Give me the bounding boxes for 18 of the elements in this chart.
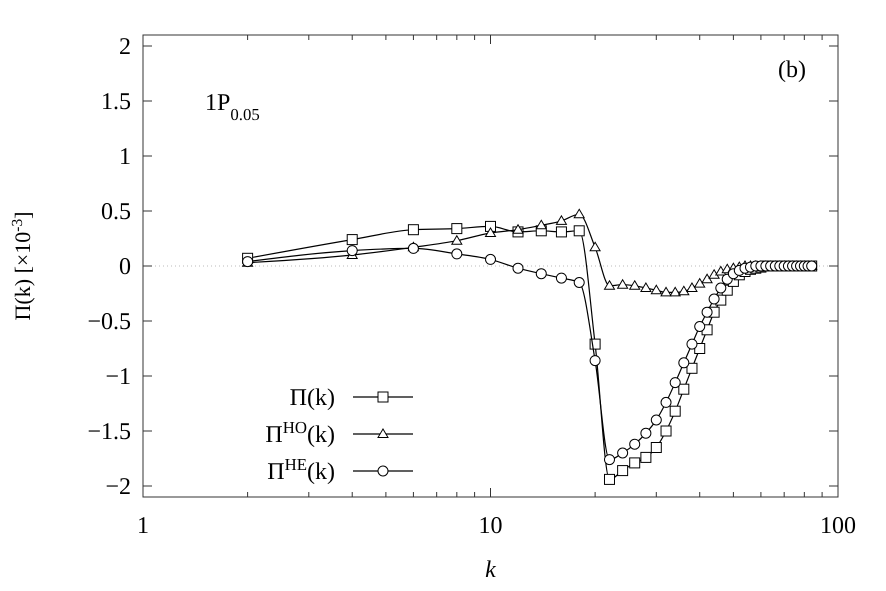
annotation: (b) (778, 57, 806, 83)
legend-label: Π(k) (290, 385, 335, 411)
y-tick-label: 2 (119, 34, 131, 60)
y-tick-label: 0.5 (101, 199, 131, 225)
legend-label: Π$^{HO}$(k) (265, 418, 335, 448)
y-tick-label: 0 (119, 254, 131, 280)
x-axis-title: k (485, 557, 496, 583)
annotation: 1P$_{0.05}$ (205, 90, 260, 124)
legend-label: Π$^{HE}$(k) (267, 454, 335, 485)
x-tick-label: 10 (478, 513, 502, 539)
y-tick-label: −2 (105, 474, 131, 500)
x-tick-label: 100 (820, 513, 856, 539)
y-tick-label: −1 (105, 364, 131, 390)
y-tick-label: 1 (119, 144, 131, 170)
x-tick-label: 1 (137, 513, 149, 539)
y-tick-label: −1.5 (87, 419, 131, 445)
y-tick-label: −0.5 (87, 309, 131, 335)
y-tick-label: 1.5 (101, 89, 131, 115)
